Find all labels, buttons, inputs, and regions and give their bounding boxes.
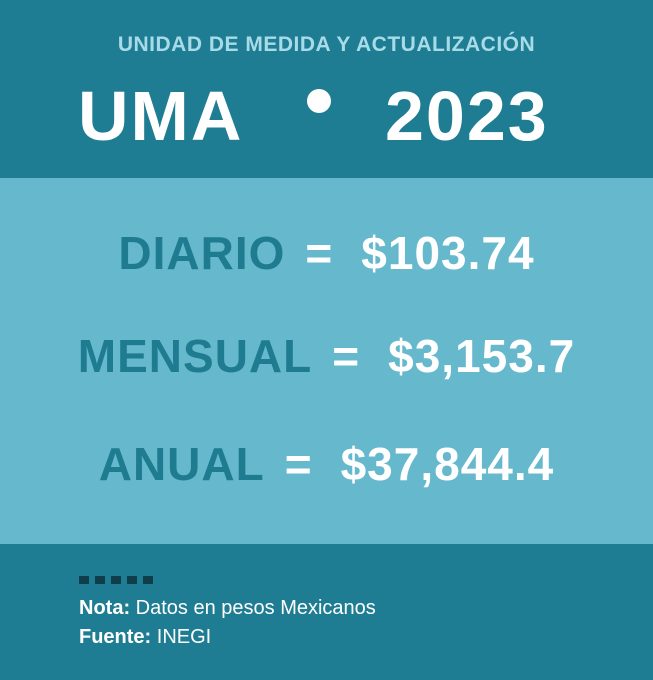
- footer-band: Nota: Datos en pesos Mexicanos Fuente: I…: [0, 544, 653, 680]
- source-label: Fuente:: [79, 626, 152, 648]
- value-row-anual: ANUAL = $37,844.4: [0, 434, 653, 494]
- bullet-dot-icon: [307, 89, 331, 113]
- equals-sign: =: [305, 227, 334, 279]
- source-text: INEGI: [156, 626, 212, 648]
- row-amount: $37,844.4: [340, 438, 555, 490]
- value-row-diario: DIARIO = $103.74: [0, 223, 653, 283]
- subtitle: UNIDAD DE MEDIDA Y ACTUALIZACIÓN: [117, 33, 536, 56]
- row-amount: $103.74: [361, 227, 535, 279]
- row-amount: $3,153.7: [388, 330, 576, 382]
- value-row-mensual: MENSUAL = $3,153.7: [0, 326, 653, 386]
- note-text: Datos en pesos Mexicanos: [135, 597, 376, 619]
- row-label: DIARIO: [118, 227, 286, 279]
- equals-sign: =: [332, 330, 361, 382]
- note-line: Nota: Datos en pesos Mexicanos: [79, 596, 376, 620]
- title-year: 2023: [385, 77, 549, 155]
- equals-sign: =: [284, 438, 313, 490]
- header-band: UNIDAD DE MEDIDA Y ACTUALIZACIÓN UMA 202…: [0, 0, 653, 178]
- row-label: ANUAL: [98, 438, 265, 490]
- row-label: MENSUAL: [77, 330, 313, 382]
- note-label: Nota:: [79, 597, 131, 619]
- values-panel: DIARIO = $103.74 MENSUAL = $3,153.7 ANUAL = $3…: [0, 178, 653, 544]
- title-uma: UMA: [78, 77, 244, 155]
- dotted-divider-icon: [79, 576, 155, 584]
- source-line: Fuente: INEGI: [79, 625, 211, 649]
